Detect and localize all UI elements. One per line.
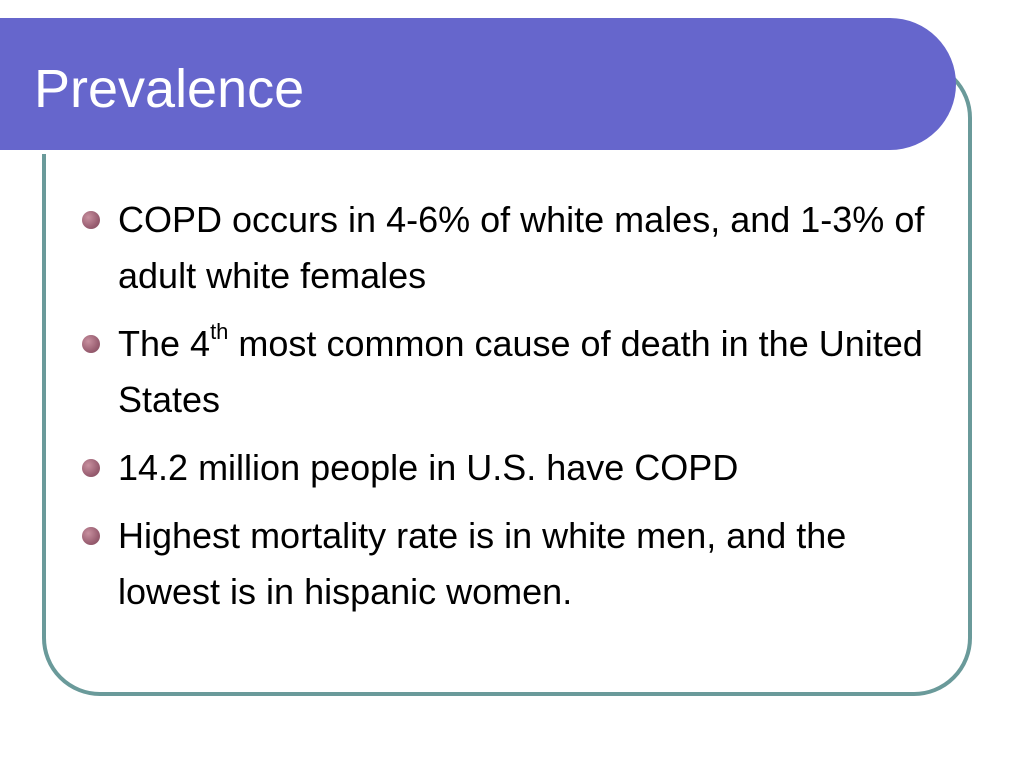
bullet-item: 14.2 million people in U.S. have COPD bbox=[80, 440, 940, 496]
bullet-text: Highest mortality rate is in white men, … bbox=[118, 515, 847, 612]
title-bar: Prevalence bbox=[0, 18, 956, 154]
bullet-icon bbox=[82, 335, 100, 353]
bullet-icon bbox=[82, 527, 100, 545]
bullet-list: COPD occurs in 4-6% of white males, and … bbox=[80, 192, 940, 632]
content-frame bbox=[42, 60, 972, 696]
bullet-superscript: th bbox=[210, 319, 229, 344]
bullet-item: The 4th most common cause of death in th… bbox=[80, 316, 940, 428]
bullet-text-prefix: The 4 bbox=[118, 323, 211, 364]
bullet-text: COPD occurs in 4-6% of white males, and … bbox=[118, 199, 925, 296]
title-underline bbox=[0, 150, 904, 154]
bullet-text: 14.2 million people in U.S. have COPD bbox=[118, 447, 739, 488]
bullet-item: Highest mortality rate is in white men, … bbox=[80, 508, 940, 620]
bullet-item: COPD occurs in 4-6% of white males, and … bbox=[80, 192, 940, 304]
bullet-icon bbox=[82, 211, 100, 229]
bullet-icon bbox=[82, 459, 100, 477]
slide-title: Prevalence bbox=[34, 59, 305, 119]
bullet-text-suffix: most common cause of death in the United… bbox=[118, 323, 923, 420]
